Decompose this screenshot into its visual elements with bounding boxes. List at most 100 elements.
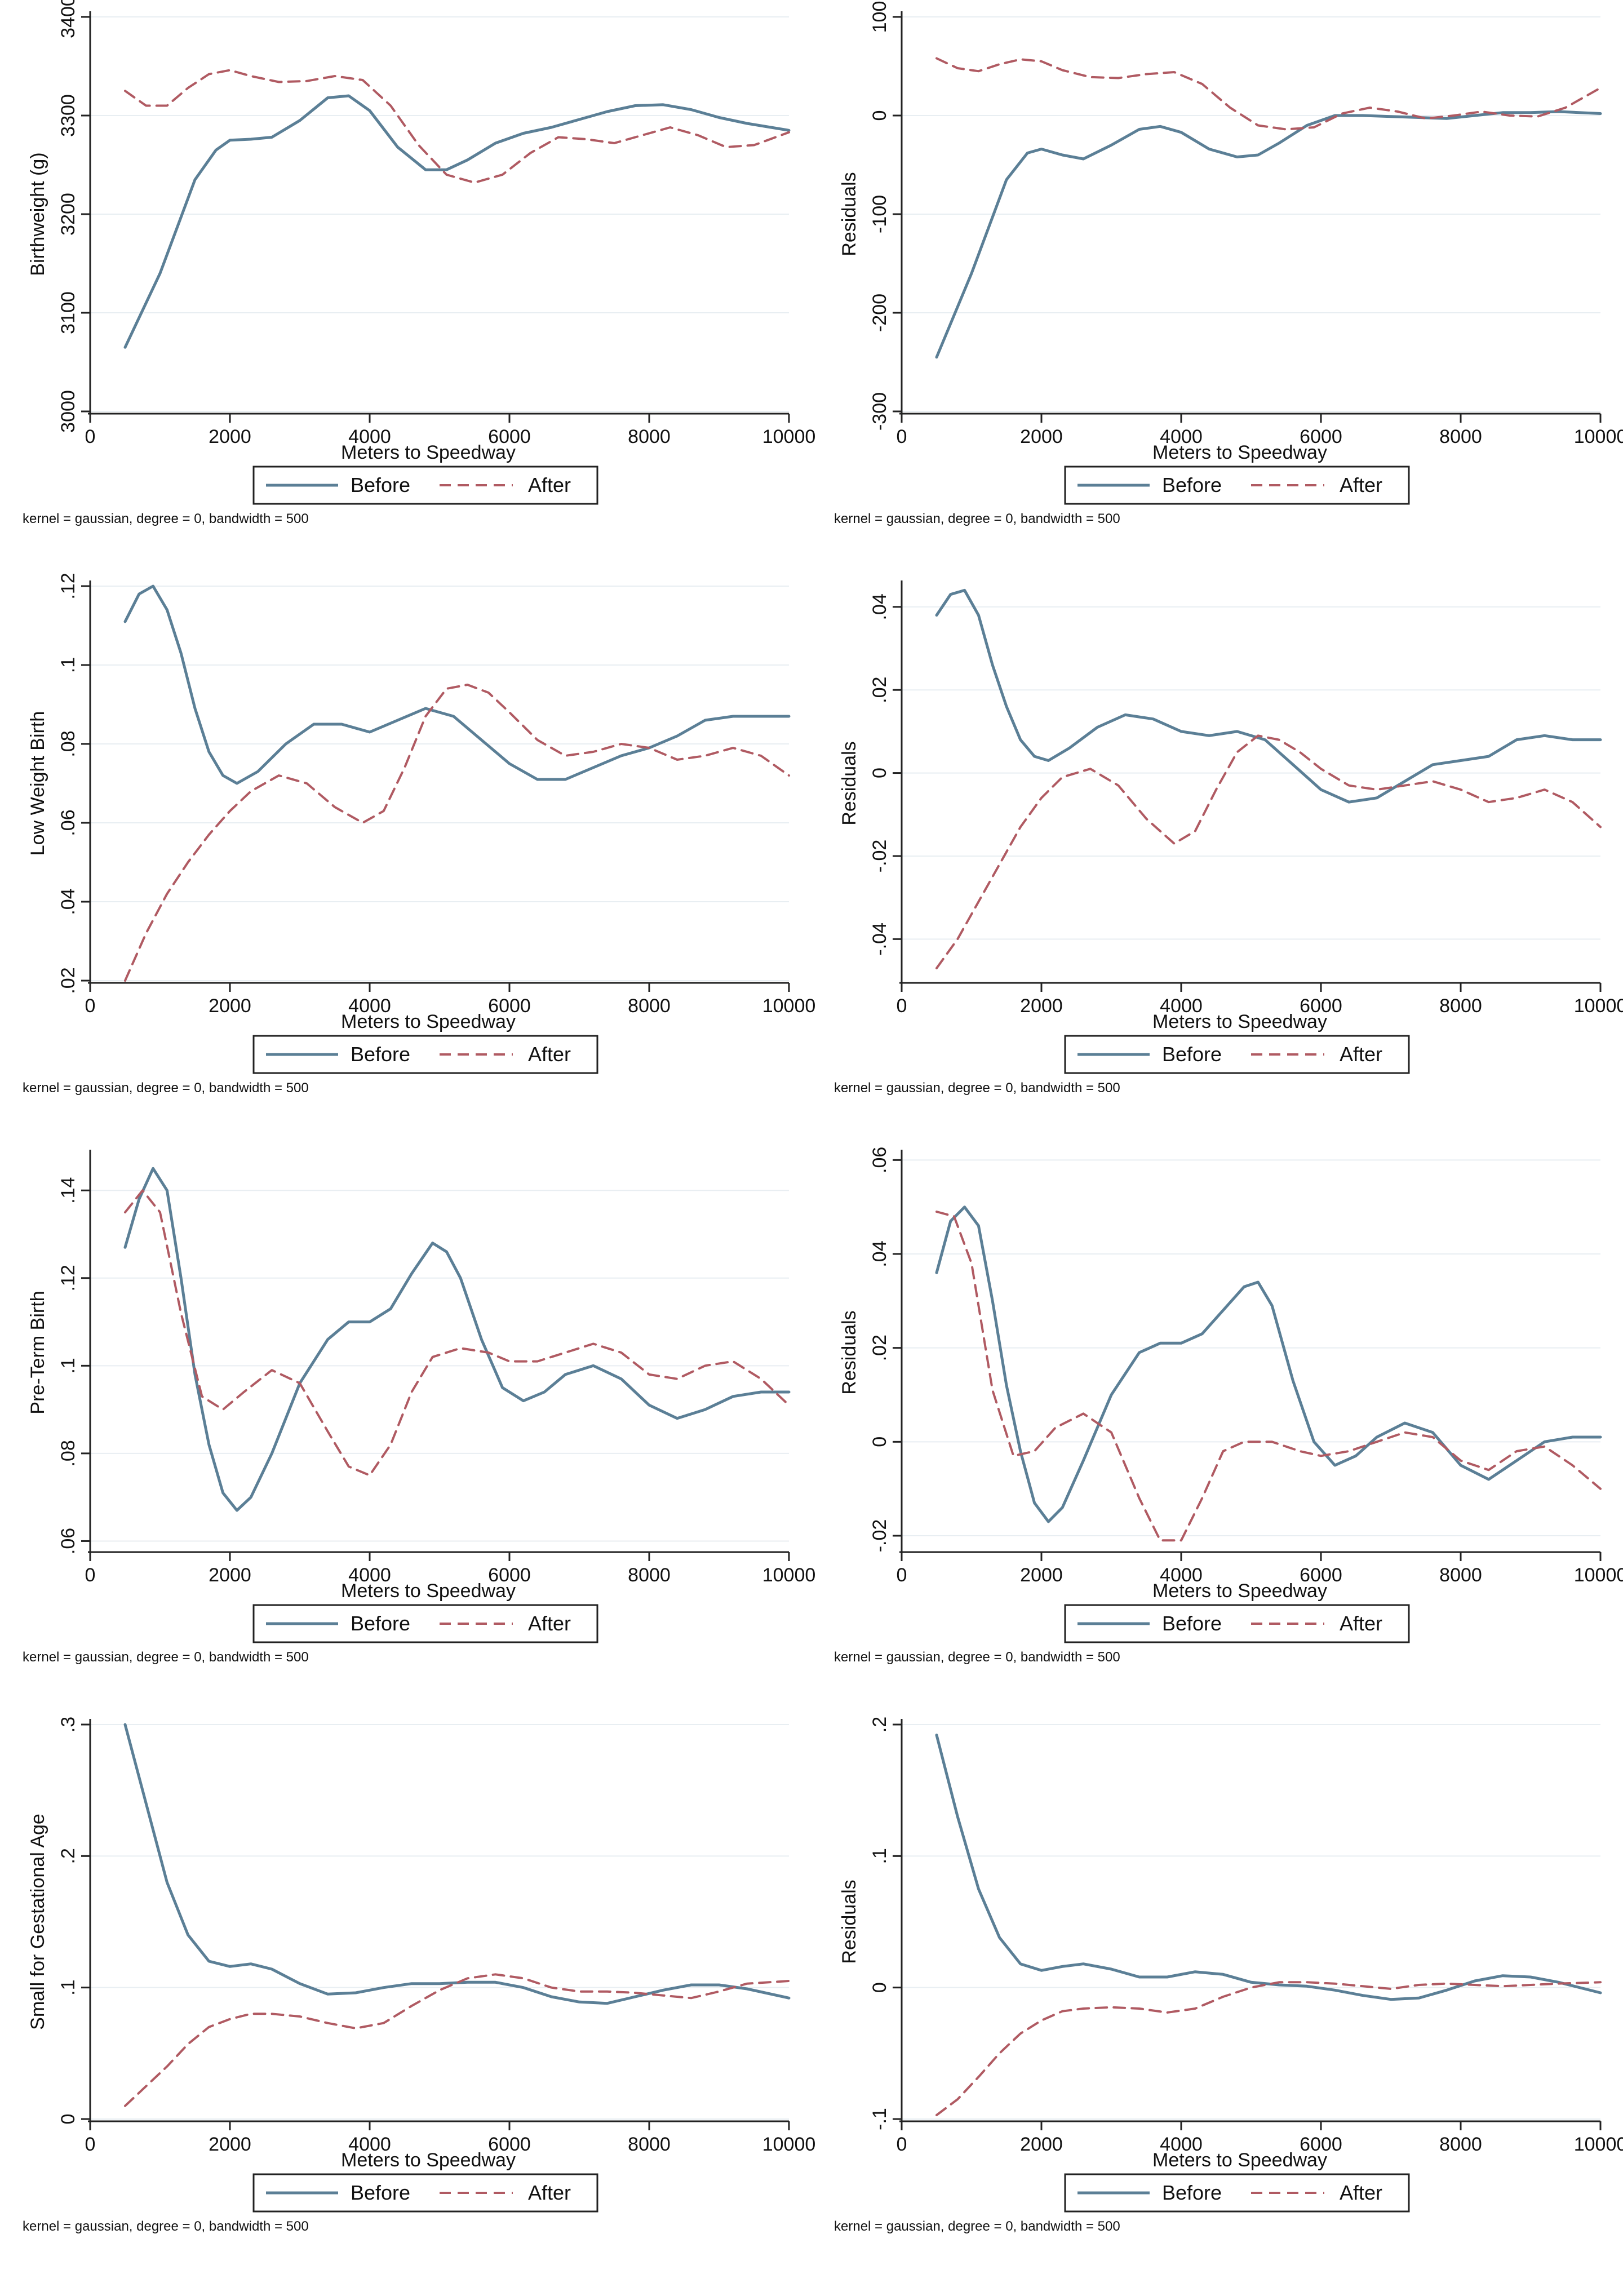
x-tick-label: 10000 xyxy=(1574,426,1623,447)
y-tick-label: 3100 xyxy=(57,291,79,334)
legend: Before After xyxy=(1064,1035,1410,1074)
y-tick-label: .1 xyxy=(57,1358,79,1373)
kernel-note: kernel = gaussian, degree = 0, bandwidth… xyxy=(834,1650,1120,1665)
kernel-note: kernel = gaussian, degree = 0, bandwidth… xyxy=(834,2219,1120,2234)
y-tick-label: -300 xyxy=(869,392,890,431)
series-line-after xyxy=(124,684,790,982)
y-tick-label: 0 xyxy=(869,1437,890,1447)
y-tick-label: .3 xyxy=(57,1717,79,1732)
y-tick-label: -100 xyxy=(869,195,890,233)
legend-label-before: Before xyxy=(351,1612,410,1635)
legend-label-after: After xyxy=(528,473,571,497)
legend: Before After xyxy=(1064,466,1410,505)
series-line-before xyxy=(935,1205,1602,1523)
y-axis-title: Residuals xyxy=(839,1310,860,1394)
x-tick-label: 2000 xyxy=(209,2134,251,2155)
x-tick-label: 4000 xyxy=(1160,995,1203,1017)
x-tick-label: 6000 xyxy=(488,1564,531,1586)
legend-label-after: After xyxy=(528,1043,571,1066)
legend-label-before: Before xyxy=(351,2181,410,2204)
y-tick-label: .02 xyxy=(57,967,79,994)
legend: Before After xyxy=(1064,2173,1410,2213)
y-tick-label: .1 xyxy=(57,1979,79,1995)
y-axis-title: Small for Gestational Age xyxy=(27,1814,48,2030)
x-tick-label: 2000 xyxy=(1020,426,1063,447)
series-line-after xyxy=(124,69,790,184)
x-tick-label: 10000 xyxy=(1574,2134,1623,2155)
legend-label-after: After xyxy=(528,1612,571,1635)
x-tick-label: 6000 xyxy=(488,426,531,447)
y-tick-label: .08 xyxy=(57,1440,79,1466)
legend-label-before: Before xyxy=(1162,2181,1222,2204)
y-tick-label: 3400 xyxy=(57,0,79,38)
x-tick-label: 8000 xyxy=(628,995,671,1017)
series-line-before xyxy=(123,1167,791,1512)
series-line-after xyxy=(124,1973,790,2107)
legend-label-before: Before xyxy=(351,1043,410,1066)
y-tick-label: 0 xyxy=(869,1982,890,1993)
kernel-note: kernel = gaussian, degree = 0, bandwidth… xyxy=(834,511,1120,526)
y-tick-label: -.02 xyxy=(869,1519,890,1553)
y-tick-label: .02 xyxy=(869,1335,890,1361)
series-line-after xyxy=(935,1981,1602,2116)
x-axis-title: Meters to Speedway xyxy=(341,1580,516,1602)
kernel-note: kernel = gaussian, degree = 0, bandwidth… xyxy=(23,2219,309,2234)
legend-label-before: Before xyxy=(1162,473,1222,497)
x-tick-label: 4000 xyxy=(1160,1564,1203,1586)
y-tick-label: .04 xyxy=(869,593,890,620)
y-tick-label: .2 xyxy=(869,1717,890,1732)
y-tick-label: .06 xyxy=(57,1528,79,1554)
x-tick-label: 6000 xyxy=(1300,2134,1342,2155)
y-axis-title: Birthweight (g) xyxy=(27,152,48,276)
legend: Before After xyxy=(252,466,598,505)
x-tick-label: 2000 xyxy=(1020,1564,1063,1586)
y-tick-label: 0 xyxy=(869,110,890,121)
y-axis-title: Residuals xyxy=(839,172,860,256)
x-tick-label: 6000 xyxy=(488,2134,531,2155)
x-axis-title: Meters to Speedway xyxy=(1152,442,1327,463)
y-tick-label: -.02 xyxy=(869,840,890,873)
y-tick-label: -200 xyxy=(869,294,890,332)
y-tick-label: 0 xyxy=(869,768,890,778)
x-tick-label: 4000 xyxy=(348,1564,391,1586)
series-line-before xyxy=(935,1734,1602,2001)
legend: Before After xyxy=(252,2173,598,2213)
x-tick-label: 8000 xyxy=(628,426,671,447)
x-axis-title: Meters to Speedway xyxy=(1152,1580,1327,1602)
y-axis-title: Residuals xyxy=(839,1880,860,1963)
x-tick-label: 2000 xyxy=(1020,995,1063,1017)
x-tick-label: 8000 xyxy=(1439,1564,1482,1586)
x-axis-title: Meters to Speedway xyxy=(341,1011,516,1032)
legend-label-before: Before xyxy=(1162,1612,1222,1635)
x-tick-label: 10000 xyxy=(762,1564,816,1586)
chart-panel-7: 0 .1 .2 .3 0 2000 4000 6000 8000 10000 Meters to S… xyxy=(23,1717,815,2234)
x-tick-label: 8000 xyxy=(628,1564,671,1586)
legend-label-after: After xyxy=(1340,1612,1382,1635)
y-tick-label: 0 xyxy=(57,2114,79,2125)
x-tick-label: 4000 xyxy=(1160,426,1203,447)
kernel-note: kernel = gaussian, degree = 0, bandwidth… xyxy=(23,1080,309,1096)
series-line-after xyxy=(935,1211,1602,1542)
y-tick-label: .14 xyxy=(57,1177,79,1204)
x-axis-title: Meters to Speedway xyxy=(341,442,516,463)
y-tick-label: .08 xyxy=(57,730,79,757)
y-tick-label: -.1 xyxy=(869,2108,890,2130)
x-axis-title: Meters to Speedway xyxy=(1152,2149,1327,2171)
chart-panel-8: -.1 0 .1 .2 0 2000 4000 6000 8000 10000 Meters to … xyxy=(834,1717,1623,2234)
y-tick-label: 3300 xyxy=(57,94,79,137)
y-tick-label: 3000 xyxy=(57,390,79,433)
series-line-before xyxy=(123,584,791,785)
x-tick-label: 10000 xyxy=(762,2134,816,2155)
y-axis-title: Residuals xyxy=(839,741,860,825)
x-tick-label: 10000 xyxy=(1574,995,1623,1017)
chart-panel-3: .02 .04 .06 .08 .1 .12 0 2000 4000 6000 8000 10000 M… xyxy=(23,573,815,1096)
series-line-before xyxy=(935,588,1602,804)
x-tick-label: 6000 xyxy=(488,995,531,1017)
x-tick-label: 8000 xyxy=(1439,995,1482,1017)
x-tick-label: 0 xyxy=(897,2134,907,2155)
x-tick-label: 6000 xyxy=(1300,426,1342,447)
y-tick-label: .04 xyxy=(57,888,79,915)
legend-label-before: Before xyxy=(351,473,410,497)
kernel-note: kernel = gaussian, degree = 0, bandwidth… xyxy=(23,1650,309,1665)
legend: Before After xyxy=(252,1035,598,1074)
